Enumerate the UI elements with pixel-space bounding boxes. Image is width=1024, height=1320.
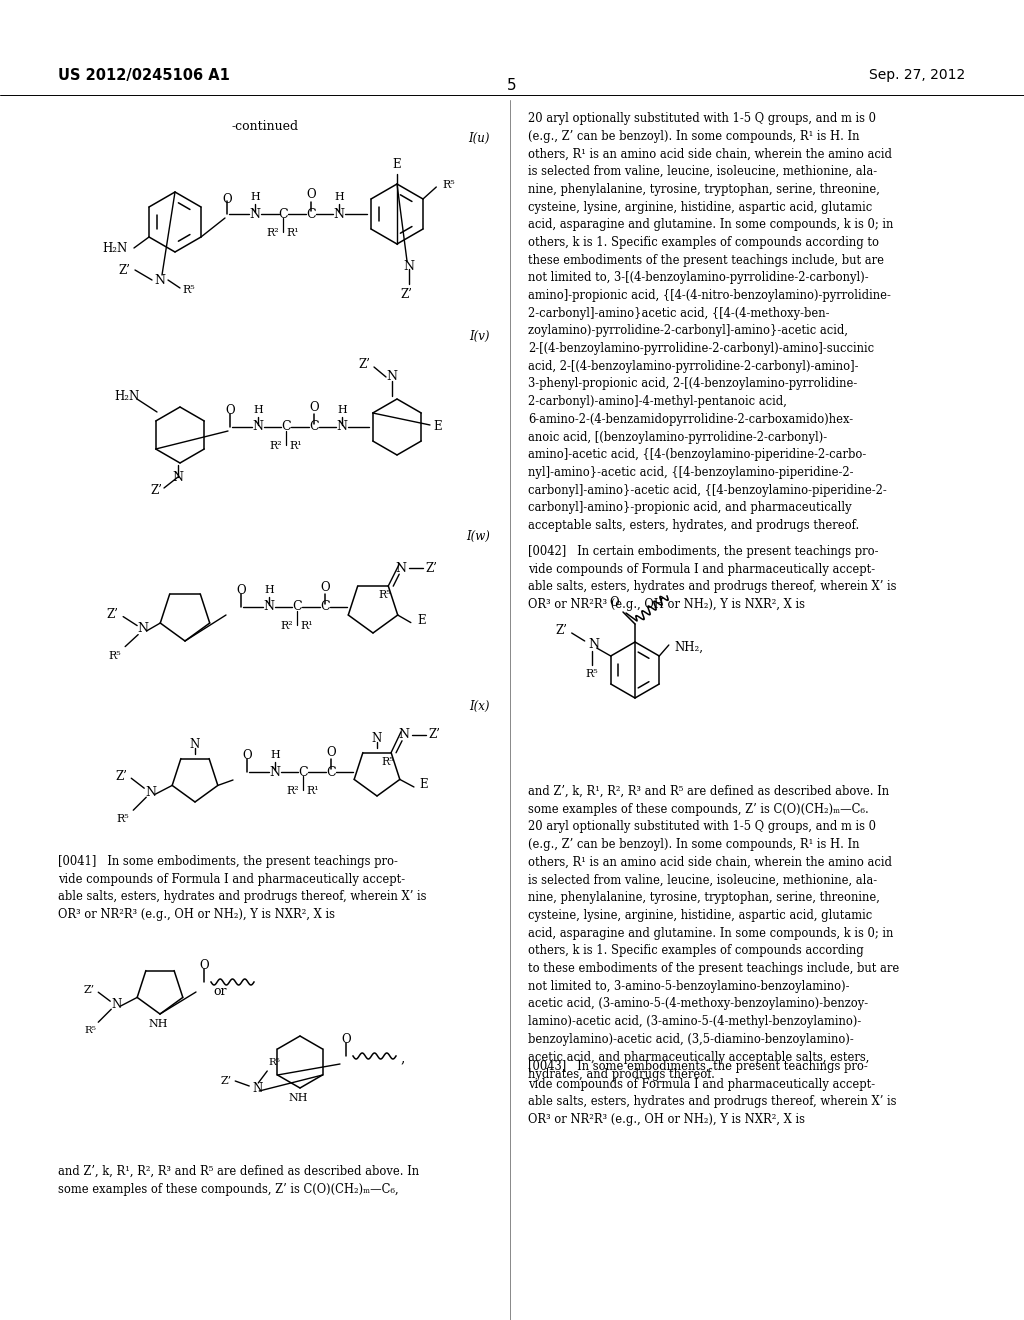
Text: N: N	[155, 273, 166, 286]
Text: O: O	[200, 960, 209, 972]
Text: O: O	[321, 581, 330, 594]
Text: R¹: R¹	[306, 785, 319, 796]
Text: N: N	[395, 562, 407, 574]
Text: R⁵: R⁵	[442, 180, 455, 190]
Text: R¹: R¹	[287, 228, 299, 238]
Text: N: N	[252, 1082, 262, 1096]
Text: Z’: Z’	[116, 770, 127, 783]
Text: H₂N: H₂N	[115, 391, 140, 404]
Text: H: H	[250, 191, 260, 202]
Text: N: N	[172, 471, 183, 484]
Text: -continued: -continued	[231, 120, 299, 133]
Text: I(v): I(v)	[469, 330, 490, 343]
Text: Z’: Z’	[400, 288, 412, 301]
Text: N: N	[189, 738, 200, 751]
Text: E: E	[417, 614, 425, 627]
Text: Z’: Z’	[358, 359, 370, 371]
Text: N: N	[372, 733, 382, 744]
Text: H: H	[337, 405, 347, 414]
Text: R²: R²	[269, 441, 283, 451]
Text: R²: R²	[266, 228, 280, 238]
Text: H: H	[253, 405, 263, 414]
Text: N: N	[253, 421, 263, 433]
Text: NH₂,: NH₂,	[675, 640, 703, 653]
Text: Z’: Z’	[83, 985, 94, 995]
Text: E: E	[419, 779, 428, 792]
Text: C: C	[292, 601, 302, 614]
Text: N: N	[403, 260, 415, 272]
Text: R⁵: R⁵	[109, 651, 121, 660]
Text: R²: R²	[287, 785, 299, 796]
Text: O: O	[309, 401, 318, 414]
Text: N: N	[588, 639, 599, 652]
Text: N: N	[269, 766, 281, 779]
Text: US 2012/0245106 A1: US 2012/0245106 A1	[58, 69, 229, 83]
Text: C: C	[321, 601, 330, 614]
Text: [0043]   In some embodiments, the present teachings pro-
vide compounds of Formu: [0043] In some embodiments, the present …	[528, 1060, 896, 1126]
Text: N: N	[250, 207, 260, 220]
Text: I(x): I(x)	[469, 700, 490, 713]
Text: N: N	[263, 601, 274, 614]
Text: C: C	[306, 207, 315, 220]
Text: Z’: Z’	[220, 1076, 231, 1086]
Text: I(w): I(w)	[466, 531, 490, 543]
Text: C: C	[282, 421, 291, 433]
Text: C: C	[279, 207, 288, 220]
Text: E: E	[392, 158, 401, 172]
Text: H: H	[270, 750, 280, 760]
Text: H: H	[334, 191, 344, 202]
Text: N: N	[137, 622, 148, 635]
Text: O: O	[327, 746, 336, 759]
Text: H: H	[264, 585, 273, 595]
Text: R⁵: R⁵	[84, 1026, 96, 1035]
Text: C: C	[327, 766, 336, 779]
Text: C: C	[309, 421, 318, 433]
Text: NH: NH	[288, 1093, 308, 1104]
Text: or: or	[213, 985, 226, 998]
Text: Z’: Z’	[428, 729, 440, 742]
Text: O: O	[341, 1034, 351, 1045]
Text: [0042]   In certain embodiments, the present teachings pro-
vide compounds of Fo: [0042] In certain embodiments, the prese…	[528, 545, 896, 611]
Text: 5: 5	[507, 78, 517, 92]
Text: R⁵: R⁵	[586, 669, 598, 678]
Text: [0041]   In some embodiments, the present teachings pro-
vide compounds of Formu: [0041] In some embodiments, the present …	[58, 855, 427, 921]
Text: and Z’, k, R¹, R², R³ and R⁵ are defined as described above. In
some examples of: and Z’, k, R¹, R², R³ and R⁵ are defined…	[58, 1166, 419, 1196]
Text: O: O	[306, 187, 315, 201]
Text: Z’: Z’	[150, 484, 162, 498]
Text: Sep. 27, 2012: Sep. 27, 2012	[868, 69, 965, 82]
Text: Z’: Z’	[106, 609, 118, 622]
Text: E: E	[433, 421, 441, 433]
Text: Z’: Z’	[118, 264, 130, 276]
Text: O: O	[225, 404, 234, 417]
Text: N: N	[398, 729, 410, 742]
Text: and Z’, k, R¹, R², R³ and R⁵ are defined as described above. In
some examples of: and Z’, k, R¹, R², R³ and R⁵ are defined…	[528, 785, 899, 1081]
Text: ,: ,	[400, 1051, 404, 1065]
Text: N: N	[145, 785, 157, 799]
Text: I(u): I(u)	[469, 132, 490, 145]
Text: H₂N: H₂N	[102, 242, 128, 255]
Text: R⁵: R⁵	[182, 285, 195, 294]
Text: R⁵: R⁵	[268, 1059, 281, 1067]
Text: R²: R²	[281, 620, 293, 631]
Text: R⁵: R⁵	[117, 814, 129, 824]
Text: N: N	[386, 371, 397, 384]
Text: O: O	[237, 583, 246, 597]
Text: R⁵: R⁵	[381, 756, 394, 767]
Text: O: O	[222, 193, 231, 206]
Text: O: O	[243, 748, 252, 762]
Text: C: C	[298, 766, 308, 779]
Text: R¹: R¹	[290, 441, 302, 451]
Text: Z’: Z’	[425, 562, 437, 574]
Text: N: N	[337, 421, 347, 433]
Text: Z’: Z’	[556, 624, 567, 638]
Text: NH: NH	[148, 1019, 168, 1030]
Text: O: O	[609, 597, 618, 609]
Text: R¹: R¹	[301, 620, 313, 631]
Text: R⁵: R⁵	[379, 590, 391, 601]
Text: N: N	[112, 998, 122, 1011]
Text: N: N	[334, 207, 344, 220]
Text: 20 aryl optionally substituted with 1-5 Q groups, and m is 0
(e.g., Z’ can be be: 20 aryl optionally substituted with 1-5 …	[528, 112, 893, 532]
